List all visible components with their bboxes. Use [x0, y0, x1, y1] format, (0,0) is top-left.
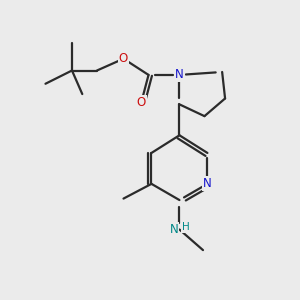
- Text: O: O: [119, 52, 128, 65]
- Text: N: N: [170, 223, 178, 236]
- Text: O: O: [136, 96, 146, 110]
- Text: N: N: [175, 68, 184, 81]
- Text: H: H: [182, 222, 190, 232]
- Text: N: N: [203, 177, 212, 190]
